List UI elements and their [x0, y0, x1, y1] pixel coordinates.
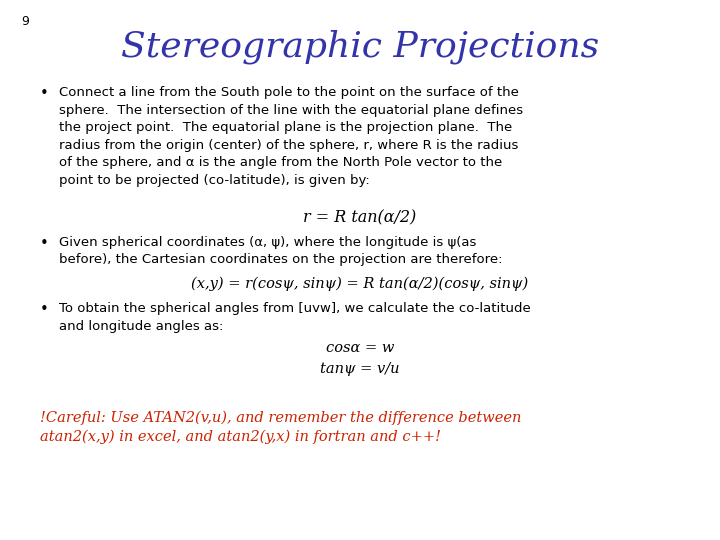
Text: •: • [40, 236, 48, 251]
Text: Given spherical coordinates (α, ψ), where the longitude is ψ(as
before), the Car: Given spherical coordinates (α, ψ), wher… [59, 236, 503, 266]
Text: r = R tan(α/2): r = R tan(α/2) [303, 209, 417, 226]
Text: Stereographic Projections: Stereographic Projections [121, 30, 599, 64]
Text: To obtain the spherical angles from [uvw], we calculate the co-latitude
and long: To obtain the spherical angles from [uvw… [59, 302, 531, 333]
Text: cosα = w: cosα = w [326, 341, 394, 355]
Text: (x,y) = r(cosψ, sinψ) = R tan(α/2)(cosψ, sinψ): (x,y) = r(cosψ, sinψ) = R tan(α/2)(cosψ,… [192, 277, 528, 292]
Text: tanψ = v/u: tanψ = v/u [320, 362, 400, 376]
Text: Connect a line from the South pole to the point on the surface of the
sphere.  T: Connect a line from the South pole to th… [59, 86, 523, 187]
Text: •: • [40, 86, 48, 102]
Text: •: • [40, 302, 48, 318]
Text: 9: 9 [22, 15, 30, 28]
Text: !Careful: Use ATAN2(v,u), and remember the difference between
atan2(x,y) in exce: !Careful: Use ATAN2(v,u), and remember t… [40, 410, 521, 444]
